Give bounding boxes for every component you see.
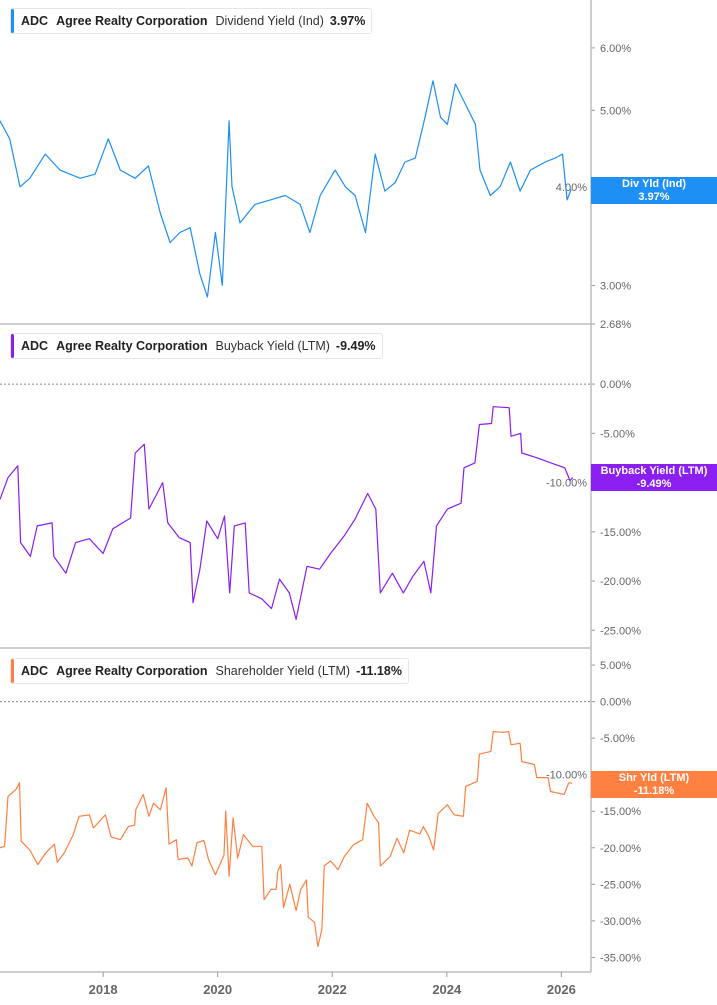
tag-label: Div Yld (Ind)	[622, 178, 686, 190]
series-line-shareholder	[0, 731, 573, 947]
x-tick-label: 2020	[203, 982, 232, 997]
y-tick-label: 0.00%	[600, 379, 631, 391]
y-tick-label: 2.68%	[600, 319, 631, 331]
y-tick-label: 4.00%	[556, 182, 587, 194]
legend-company: Agree Realty Corporation	[56, 339, 208, 353]
y-tick-label: 6.00%	[600, 43, 631, 55]
y-tick-label: -35.00%	[600, 952, 641, 964]
x-tick-label: 2026	[547, 982, 576, 997]
y-tick-label: -15.00%	[600, 806, 641, 818]
series-line-dividend	[0, 80, 572, 298]
legend-metric: Shareholder Yield (LTM)	[215, 664, 351, 678]
tag-label: Shr Yld (LTM)	[618, 772, 690, 784]
y-tick-label: -25.00%	[600, 879, 641, 891]
legend-shareholder-yield: ADC Agree Realty Corporation Shareholder…	[10, 658, 409, 684]
legend-dividend-yield: ADC Agree Realty Corporation Dividend Yi…	[10, 8, 373, 34]
y-tick-label: -10.00%	[546, 478, 587, 490]
legend-metric: Buyback Yield (LTM)	[215, 339, 330, 353]
y-tick-label: 5.00%	[600, 660, 631, 672]
tag-value: -9.49%	[636, 477, 672, 490]
y-tick-label: -25.00%	[600, 625, 641, 637]
y-tick-label: 3.00%	[600, 280, 631, 292]
y-tick-label: -15.00%	[600, 527, 641, 539]
legend-ticker: ADC	[21, 339, 49, 353]
tag-value: -11.18%	[633, 784, 675, 797]
y-tick-label: -5.00%	[600, 733, 635, 745]
x-tick-label: 2018	[89, 982, 118, 997]
y-tick-label: 5.00%	[600, 105, 631, 117]
tag-value: 3.97%	[638, 190, 670, 203]
y-tick-label: -30.00%	[600, 916, 641, 928]
last-value-tag-shareholder: Shr Yld (LTM) -11.18%	[591, 771, 717, 798]
legend-ticker: ADC	[21, 664, 49, 678]
legend-buyback-yield: ADC Agree Realty Corporation Buyback Yie…	[10, 333, 383, 359]
legend-company: Agree Realty Corporation	[56, 14, 208, 28]
legend-value: -11.18%	[356, 664, 402, 678]
legend-company: Agree Realty Corporation	[56, 664, 208, 678]
legend-ticker: ADC	[21, 14, 49, 28]
y-tick-label: -5.00%	[600, 428, 635, 440]
last-value-tag-buyback: Buyback Yield (LTM) -9.49%	[591, 464, 717, 491]
y-tick-label: -20.00%	[600, 843, 641, 855]
x-tick-label: 2022	[318, 982, 347, 997]
y-tick-label: -10.00%	[546, 770, 587, 782]
legend-value: -9.49%	[335, 339, 376, 353]
series-line-buyback	[0, 406, 574, 620]
y-tick-label: -20.00%	[600, 576, 641, 588]
last-value-tag-dividend: Div Yld (Ind) 3.97%	[591, 177, 717, 204]
tag-label: Buyback Yield (LTM)	[600, 465, 708, 477]
legend-color-bar	[11, 9, 14, 33]
legend-color-bar	[11, 659, 14, 683]
legend-color-bar	[11, 334, 14, 358]
legend-value: 3.97%	[329, 14, 366, 28]
x-tick-label: 2024	[432, 982, 462, 997]
y-tick-label: 0.00%	[600, 697, 631, 709]
legend-metric: Dividend Yield (Ind)	[215, 14, 324, 28]
